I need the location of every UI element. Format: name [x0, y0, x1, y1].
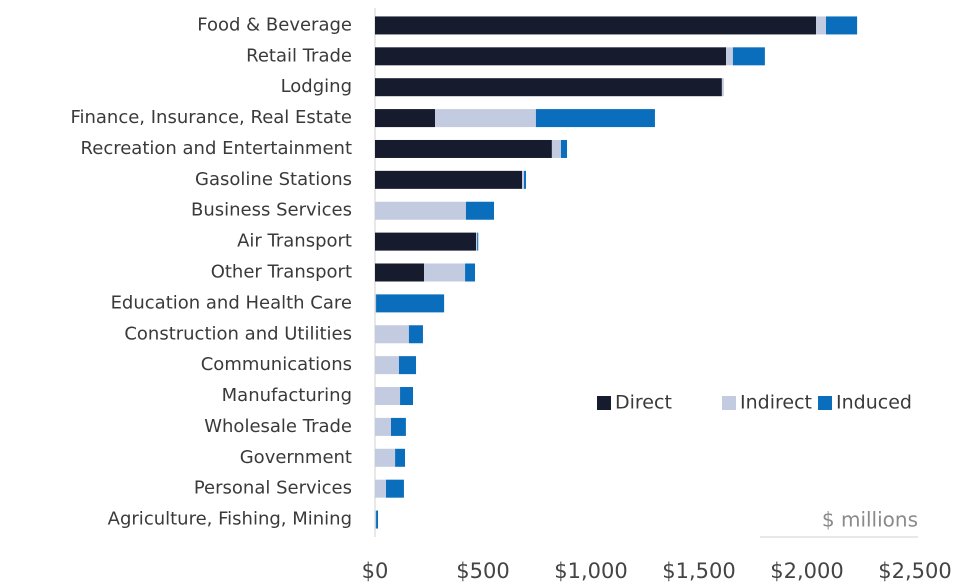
legend-swatch — [597, 396, 611, 410]
bar-segment — [435, 109, 536, 128]
y-tick-label: Food & Beverage — [197, 14, 352, 35]
bar-segment — [465, 201, 495, 220]
bar-segment — [375, 356, 399, 375]
bar-segment — [424, 263, 466, 282]
y-tick-label: Air Transport — [237, 231, 352, 252]
bar-segment — [375, 47, 726, 66]
y-tick-label: Business Services — [191, 200, 352, 221]
y-tick-label: Wholesale Trade — [204, 416, 352, 437]
bar-segment — [398, 356, 417, 375]
y-tick-label: Other Transport — [211, 262, 352, 283]
bar-segment — [826, 16, 858, 35]
bar-segment — [376, 294, 445, 313]
bar-segment — [375, 232, 477, 251]
bar-segment — [390, 417, 406, 436]
bar-segment — [375, 139, 552, 158]
bar-segment — [816, 16, 827, 35]
bar-segment — [375, 479, 387, 498]
bar-segment — [375, 263, 425, 282]
y-tick-label: Government — [240, 447, 352, 468]
bar-segment — [408, 325, 423, 344]
x-tick-label: $2,000 — [770, 559, 843, 583]
bar-segment — [524, 170, 526, 189]
bar-segment — [375, 109, 436, 128]
y-tick-label: Finance, Insurance, Real Estate — [70, 107, 352, 128]
x-tick-label: $500 — [456, 559, 509, 583]
bar-segment — [375, 170, 523, 189]
y-tick-label: Construction and Utilities — [124, 323, 352, 344]
bar-segment — [375, 16, 817, 35]
x-tick-label: $0 — [362, 559, 389, 583]
bar-segment — [560, 139, 568, 158]
bar-segment — [551, 139, 561, 158]
bar-segment — [732, 47, 765, 66]
bar-segment — [375, 325, 409, 344]
x-tick-label: $1,000 — [554, 559, 627, 583]
x-tick-label: $1,500 — [662, 559, 735, 583]
unit-annotation: $ millions — [822, 508, 918, 532]
bar-segment — [400, 387, 414, 406]
bar-segment — [522, 170, 525, 189]
y-tick-label: Education and Health Care — [111, 292, 352, 313]
y-tick-label: Communications — [201, 354, 352, 375]
bar-segment — [476, 232, 478, 251]
bar-segment — [376, 510, 379, 529]
bar-segment — [375, 294, 377, 313]
bar-segment — [375, 448, 396, 467]
y-tick-label: Retail Trade — [246, 45, 352, 66]
bar-segment — [375, 387, 401, 406]
legend-label: Induced — [836, 392, 912, 414]
legend-label: Indirect — [740, 392, 812, 414]
y-tick-label: Recreation and Entertainment — [81, 138, 352, 159]
bar-segment — [395, 448, 406, 467]
bar-segment — [375, 510, 377, 529]
bar-segment — [375, 78, 722, 97]
x-tick-label: $2,500 — [878, 559, 951, 583]
bar-segment — [386, 479, 404, 498]
bar-segment — [375, 417, 391, 436]
bar-segment — [375, 201, 466, 220]
bar-segment — [465, 263, 476, 282]
y-tick-label: Gasoline Stations — [195, 169, 352, 190]
y-tick-label: Manufacturing — [222, 385, 352, 406]
y-tick-label: Personal Services — [194, 478, 352, 499]
bar-segment — [535, 109, 655, 128]
y-tick-label: Agriculture, Fishing, Mining — [108, 509, 352, 530]
legend-label: Direct — [615, 392, 672, 414]
bar-segment — [477, 232, 479, 251]
legend-swatch — [722, 396, 736, 410]
bar-segment — [726, 47, 733, 66]
bar-segment — [721, 78, 724, 97]
y-tick-label: Lodging — [281, 76, 352, 97]
legend-swatch — [818, 396, 832, 410]
